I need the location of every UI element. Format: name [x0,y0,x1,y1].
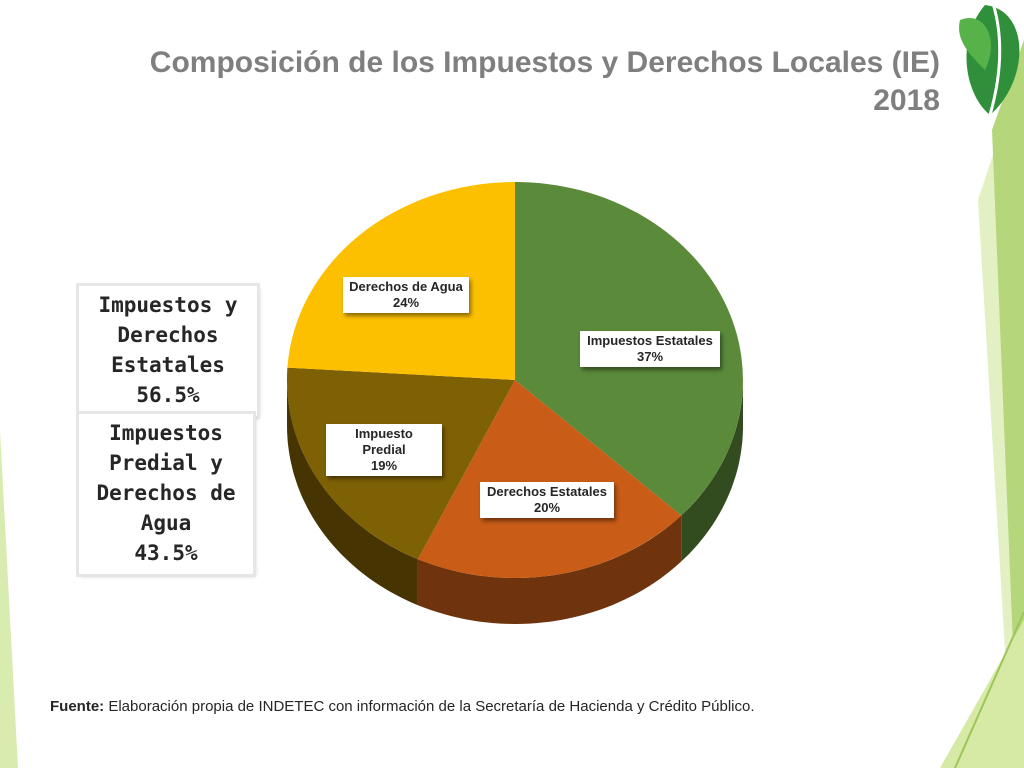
slice-label-name: Derechos Estatales [487,484,607,499]
left-green-shape [0,430,18,768]
pie-side-1 [417,515,682,624]
slice-label-value: 20% [533,500,561,515]
slice-label-value: 19% [370,458,398,473]
summary-line: Estatales [111,353,225,377]
slice-label-derechos-de-agua: Derechos de Agua 24% [343,277,469,313]
slice-label-value: 37% [636,349,664,364]
right-green-line [954,611,1024,768]
source-text: Elaboración propia de INDETEC con inform… [108,698,755,715]
slice-label-value: 24% [392,295,420,310]
slice-label-name: Impuesto Predial [355,426,413,457]
pie-side-2 [287,380,418,606]
summary-line: Derechos de [96,481,236,505]
slice-label-name: Derechos de Agua [349,279,463,294]
right-green-band [992,40,1024,768]
slice-label-impuesto-predial: Impuesto Predial 19% [326,424,442,476]
summary-box-predial-agua: Impuestos Predial y Derechos de Agua 43.… [79,414,253,574]
summary-line: Derechos [117,323,219,347]
pie-slice-derechos-estatales [417,380,682,579]
slice-label-impuestos-estatales: Impuestos Estatales 37% [580,331,720,367]
green-leaf-logo-icon [959,0,1020,116]
slice-label-derechos-estatales: Derechos Estatales 20% [480,482,614,518]
summary-line: Predial y [109,451,223,475]
pie-chart [286,182,743,624]
source-prefix: Fuente: [50,698,105,715]
slice-label-name: Impuestos Estatales [587,333,713,348]
summary-line: Impuestos y [98,293,238,317]
summary-box-estatales: Impuestos y Derechos Estatales 56.5% [79,286,257,416]
slide-title: Composición de los Impuestos y Derechos … [149,46,940,117]
right-green-band-bottom [940,620,1024,768]
source-note: Fuente: Elaboración propia de INDETEC co… [50,698,755,715]
summary-line: Agua [140,511,192,535]
summary-line: Impuestos [109,421,223,445]
summary-percent: 43.5% [134,541,198,565]
summary-percent: 56.5% [136,383,200,407]
pie-side-0 [681,380,743,562]
